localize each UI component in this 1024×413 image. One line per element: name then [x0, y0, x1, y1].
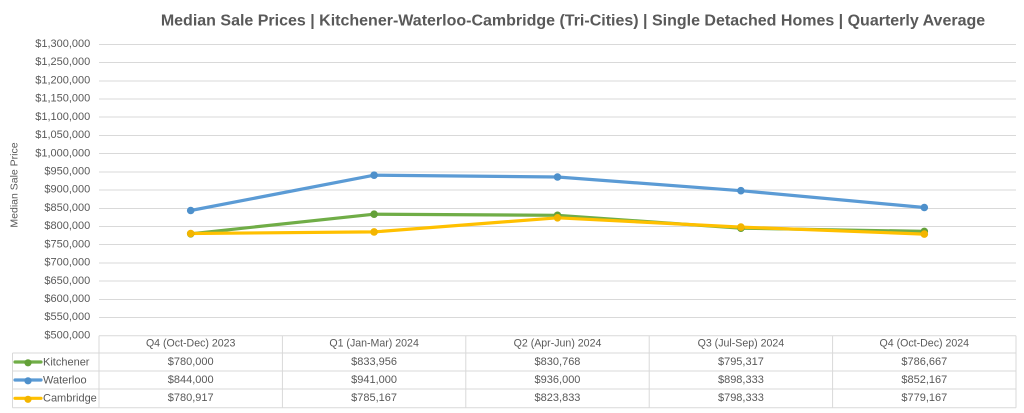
svg-text:Q3 (Jul-Sep) 2024: Q3 (Jul-Sep) 2024	[698, 338, 785, 350]
svg-text:$780,000: $780,000	[168, 356, 214, 368]
svg-text:Median Sale Prices | Kitchener: Median Sale Prices | Kitchener-Waterloo-…	[161, 13, 985, 30]
svg-text:$786,667: $786,667	[901, 356, 947, 368]
svg-text:$833,956: $833,956	[351, 356, 397, 368]
svg-text:$779,167: $779,167	[901, 392, 947, 404]
svg-text:$900,000: $900,000	[44, 184, 90, 196]
svg-text:$852,167: $852,167	[901, 374, 947, 386]
svg-text:Q4 (Oct-Dec) 2024: Q4 (Oct-Dec) 2024	[880, 338, 970, 350]
svg-text:Kitchener: Kitchener	[43, 357, 90, 369]
svg-text:$1,250,000: $1,250,000	[35, 56, 90, 68]
svg-text:$1,150,000: $1,150,000	[35, 93, 90, 105]
svg-text:Q2 (Apr-Jun) 2024: Q2 (Apr-Jun) 2024	[514, 338, 602, 350]
svg-text:$795,317: $795,317	[718, 356, 764, 368]
svg-text:$1,200,000: $1,200,000	[35, 74, 90, 86]
svg-text:Q1 (Jan-Mar) 2024: Q1 (Jan-Mar) 2024	[329, 338, 419, 350]
svg-text:Cambridge: Cambridge	[43, 393, 97, 405]
svg-text:$750,000: $750,000	[44, 238, 90, 250]
svg-text:Median Sale Price: Median Sale Price	[9, 142, 21, 227]
svg-text:$500,000: $500,000	[44, 329, 90, 341]
svg-text:$700,000: $700,000	[44, 257, 90, 269]
svg-text:$1,050,000: $1,050,000	[35, 129, 90, 141]
svg-text:Q4 (Oct-Dec) 2023: Q4 (Oct-Dec) 2023	[146, 338, 236, 350]
svg-text:$800,000: $800,000	[44, 220, 90, 232]
svg-text:$550,000: $550,000	[44, 311, 90, 323]
svg-text:$950,000: $950,000	[44, 166, 90, 178]
svg-text:$941,000: $941,000	[351, 374, 397, 386]
svg-text:$785,167: $785,167	[351, 392, 397, 404]
svg-text:$823,833: $823,833	[535, 392, 581, 404]
svg-text:$850,000: $850,000	[44, 202, 90, 214]
svg-text:$898,333: $898,333	[718, 374, 764, 386]
svg-text:$600,000: $600,000	[44, 293, 90, 305]
svg-text:$650,000: $650,000	[44, 275, 90, 287]
svg-text:$830,768: $830,768	[535, 356, 581, 368]
svg-text:$1,300,000: $1,300,000	[35, 38, 90, 50]
svg-text:Waterloo: Waterloo	[43, 375, 87, 387]
svg-text:$780,917: $780,917	[168, 392, 214, 404]
svg-text:$1,100,000: $1,100,000	[35, 111, 90, 123]
svg-text:$936,000: $936,000	[535, 374, 581, 386]
svg-text:$844,000: $844,000	[168, 374, 214, 386]
svg-text:$1,000,000: $1,000,000	[35, 147, 90, 159]
svg-text:$798,333: $798,333	[718, 392, 764, 404]
